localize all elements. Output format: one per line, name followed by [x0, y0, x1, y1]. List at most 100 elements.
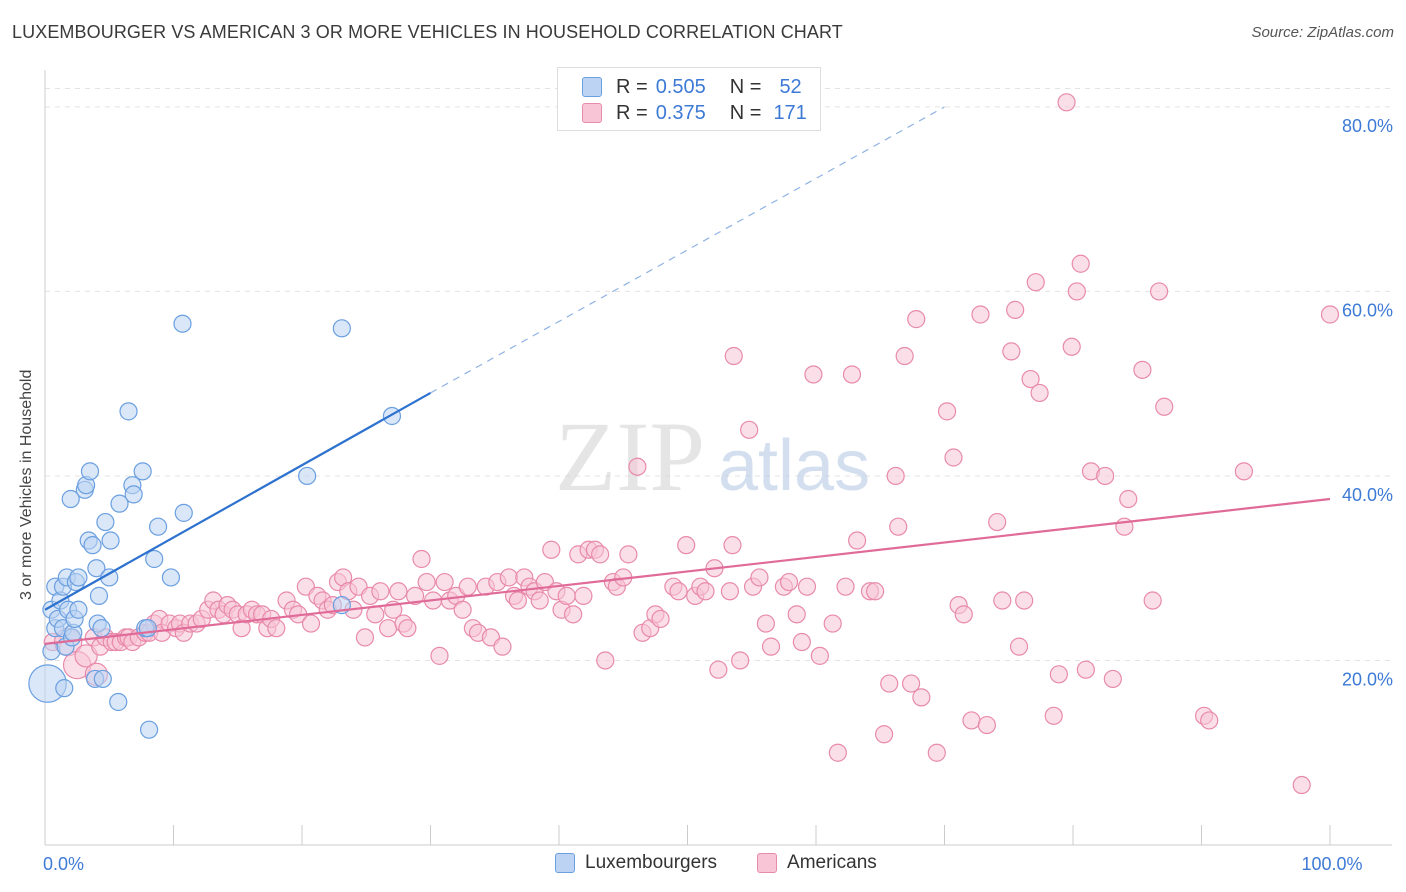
data-point [1320, 305, 1340, 324]
trend-lines [44, 106, 1331, 645]
data-point [912, 688, 931, 707]
data-point [927, 743, 946, 762]
legend-item-luxembourgers: Luxembourgers [555, 852, 717, 874]
data-point [301, 614, 321, 633]
data-point [109, 692, 128, 712]
y-tick-label: 40.0% [1342, 485, 1393, 505]
data-point [889, 517, 908, 536]
data-point [1076, 660, 1095, 679]
data-point [101, 531, 120, 550]
data-point [724, 346, 743, 366]
data-point [1149, 282, 1169, 301]
luxembourgers-trend-line [44, 391, 432, 611]
data-point [971, 305, 990, 324]
data-point [96, 512, 115, 532]
data-point [993, 591, 1012, 610]
data-point [907, 310, 926, 329]
data-point [1009, 637, 1029, 656]
data-point [133, 462, 152, 481]
y-tick-label: 20.0% [1342, 669, 1393, 689]
data-point [138, 619, 157, 638]
data-point [378, 619, 398, 638]
data-point [430, 646, 449, 665]
data-point [1015, 591, 1034, 610]
data-point [628, 457, 647, 476]
data-point [405, 586, 425, 605]
data-point [499, 568, 518, 587]
watermark-zip: ZIP [555, 401, 705, 512]
r-value: 0.505 [655, 75, 706, 98]
data-point [389, 582, 408, 601]
data-point [1234, 462, 1254, 481]
data-point [962, 711, 981, 730]
y-axis-label: 3 or more Vehicles in Household [18, 369, 35, 600]
data-point [1049, 665, 1068, 684]
data-point [709, 660, 728, 679]
data-point [1002, 342, 1021, 361]
data-point [1292, 775, 1311, 795]
data-point [371, 582, 390, 601]
data-point [1057, 93, 1076, 112]
data-point [848, 531, 867, 550]
data-point [750, 568, 769, 587]
data-point [880, 674, 899, 693]
data-point [756, 614, 775, 633]
data-point [55, 679, 74, 698]
stats-row-luxembourgers: R = 0.505 N = 52 [582, 75, 802, 99]
data-point [696, 582, 715, 601]
data-point [92, 619, 111, 638]
data-point [1026, 273, 1045, 292]
data-point [1062, 337, 1081, 356]
data-point [619, 545, 638, 564]
data-point [298, 466, 317, 486]
data-point [1103, 669, 1122, 689]
data-point [148, 517, 168, 536]
data-point [842, 365, 862, 384]
r-label: R = [616, 101, 648, 124]
data-point [901, 674, 921, 693]
data-point [161, 568, 181, 587]
n-label: N = [729, 75, 762, 98]
data-point [895, 346, 914, 366]
data-point [1006, 300, 1025, 319]
watermark-atlas: atlas [718, 426, 870, 506]
data-point [720, 582, 740, 601]
data-point [458, 577, 477, 596]
axes [44, 70, 1392, 846]
data-point [417, 572, 436, 592]
r-label: R = [616, 75, 648, 98]
luxembourgers-points [28, 314, 402, 739]
data-point [355, 628, 375, 647]
data-point [93, 669, 112, 689]
americans-swatch [582, 103, 602, 123]
luxembourgers-swatch [582, 77, 602, 97]
chart-title: LUXEMBOURGER VS AMERICAN 3 OR MORE VEHIC… [12, 22, 843, 42]
x-tick-label: 100.0% [1301, 854, 1362, 874]
americans-swatch [757, 853, 778, 873]
data-point [591, 545, 610, 564]
data-point [493, 637, 512, 656]
data-point [453, 600, 472, 619]
data-point [564, 605, 583, 624]
data-point [530, 591, 549, 610]
data-point [944, 448, 963, 467]
data-point [69, 568, 88, 587]
y-tick-label: 80.0% [1342, 116, 1393, 136]
data-point [954, 605, 973, 624]
data-point [61, 489, 80, 509]
n-value: 171 [773, 101, 807, 124]
data-point [828, 743, 847, 762]
data-point [1155, 397, 1174, 416]
data-point [723, 536, 742, 555]
data-point [435, 572, 454, 592]
data-point [787, 605, 806, 624]
x-tick-label: 0.0% [43, 854, 84, 874]
data-point [988, 512, 1007, 532]
data-point [792, 632, 811, 652]
data-point [823, 614, 842, 633]
series-legend: Luxembourgers Americans [555, 852, 917, 874]
r-value: 0.375 [655, 101, 706, 124]
stats-row-americans: R = 0.375 N = 171 [582, 101, 807, 125]
data-point [886, 466, 905, 486]
data-point [596, 651, 615, 670]
